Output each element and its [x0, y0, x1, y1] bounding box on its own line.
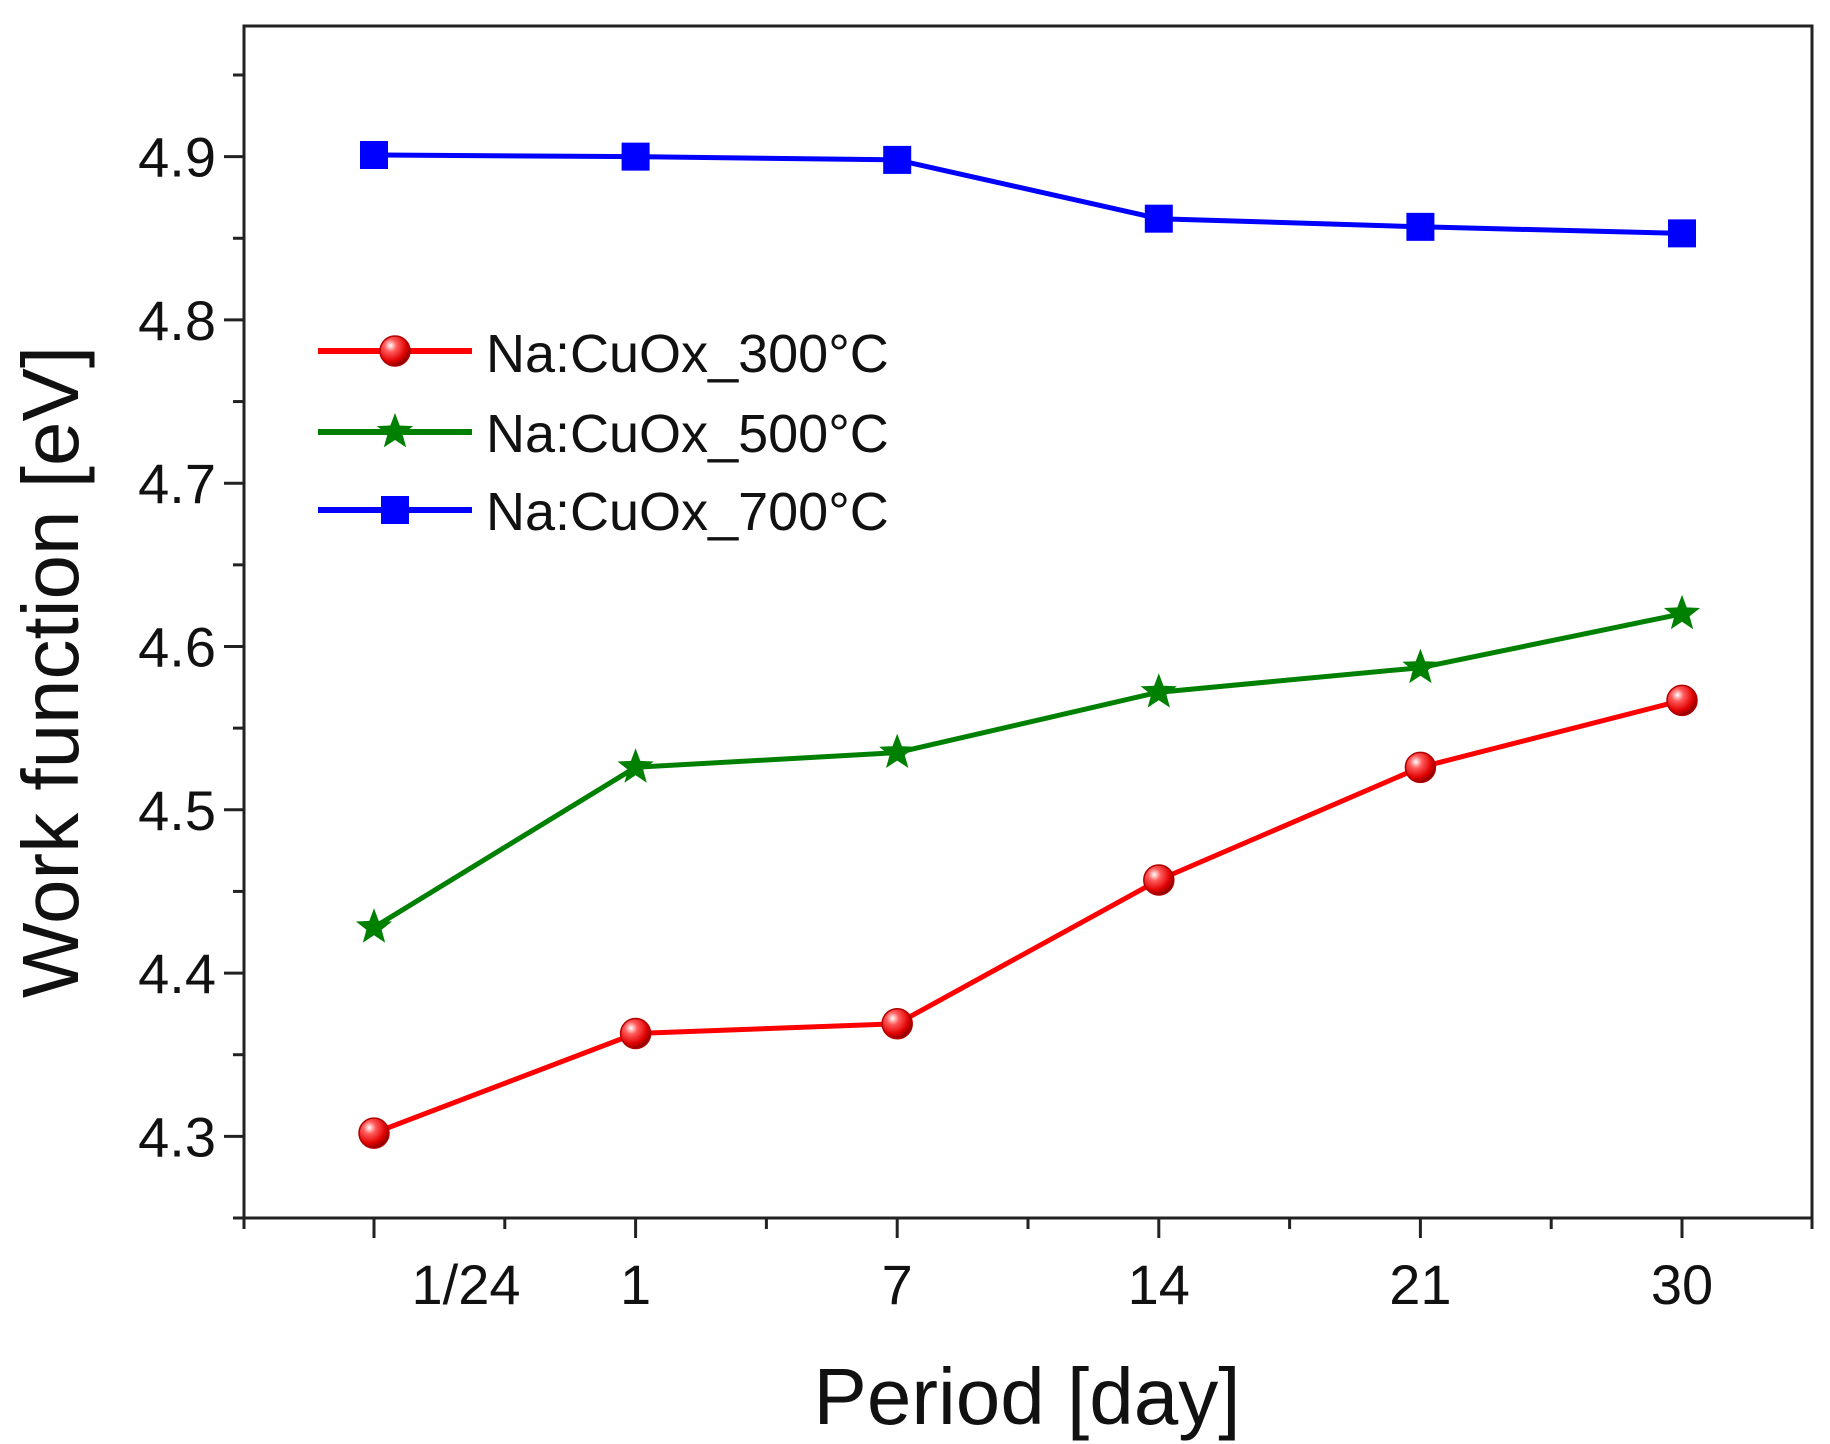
- legend-marker-300: [379, 335, 411, 367]
- legend-item-700: Na:CuOx_700°C: [318, 482, 889, 542]
- y-tick-label: 4.5: [138, 779, 216, 842]
- series-line-500: [372, 611, 1683, 930]
- x-tick-label: 14: [1128, 1253, 1190, 1316]
- x-tick-label: 7: [882, 1253, 913, 1316]
- data-point-700: [360, 140, 388, 169]
- axes: 4.3 4.4 4.5 4.6 4.7 4.8 4.9 1/24 1 7 14 21 30: [138, 24, 1814, 1316]
- legend-marker-500: [376, 413, 414, 448]
- legend-marker-700: [381, 496, 409, 524]
- legend-label-300: Na:CuOx_300°C: [486, 324, 889, 384]
- data-point-300: [1404, 751, 1437, 784]
- data-point-300: [881, 1007, 913, 1040]
- data-point-500: [355, 908, 393, 943]
- data-point-500: [1402, 648, 1439, 684]
- legend-marker-symbol: [376, 413, 414, 448]
- data-point-300: [1666, 684, 1698, 717]
- data-point-500: [1663, 594, 1701, 630]
- x-tick-label: 1/24: [412, 1253, 521, 1316]
- data-point-300: [619, 1017, 652, 1050]
- y-tick-label: 4.8: [138, 289, 216, 352]
- data-point-700: [621, 142, 650, 171]
- x-tick-label: 21: [1389, 1253, 1451, 1316]
- y-tick-label: 4.3: [138, 1105, 216, 1168]
- data-point-700: [1406, 212, 1435, 241]
- data-point-500: [617, 748, 654, 783]
- data-point-700: [1144, 204, 1173, 233]
- plot-area: [355, 140, 1701, 1149]
- x-tick-label: 30: [1651, 1253, 1713, 1316]
- legend-label-700: Na:CuOx_700°C: [486, 482, 889, 542]
- y-tick-label: 4.6: [138, 615, 216, 678]
- y-tick-label: 4.4: [138, 942, 216, 1005]
- legend-label-500: Na:CuOx_500°C: [486, 404, 889, 464]
- data-point-500: [879, 733, 916, 768]
- plot-frame: [242, 24, 1814, 1220]
- series-300: [358, 684, 1698, 1149]
- x-tick-label: 1: [620, 1253, 651, 1316]
- legend-marker-symbol: [379, 335, 411, 367]
- series-500: [355, 594, 1701, 943]
- legend-marker-symbol: [381, 496, 409, 524]
- data-point-700: [1668, 219, 1696, 248]
- x-axis-title: Period [day]: [814, 1352, 1241, 1441]
- series-line-700: [373, 152, 1683, 236]
- y-tick-label: 4.7: [138, 452, 216, 515]
- data-point-300: [1143, 864, 1175, 896]
- series-700: [360, 140, 1696, 248]
- y-axis-title: Work function [eV]: [6, 346, 95, 998]
- legend-item-300: Na:CuOx_300°C: [318, 324, 889, 384]
- data-point-300: [358, 1117, 390, 1149]
- legend: Na:CuOx_300°C Na:CuOx_500°C Na:CuOx_700°…: [318, 324, 889, 542]
- series-line-300: [373, 697, 1683, 1136]
- data-point-500: [1140, 673, 1177, 708]
- y-tick-label: 4.9: [138, 126, 216, 189]
- data-point-700: [883, 145, 912, 174]
- legend-item-500: Na:CuOx_500°C: [318, 404, 889, 464]
